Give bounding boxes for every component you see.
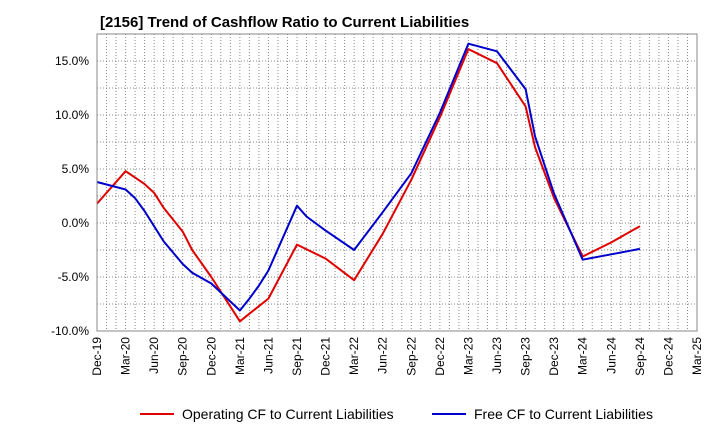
x-tick-label: Dec-19 <box>90 337 104 376</box>
legend-label-1: Operating CF to Current Liabilities <box>182 406 394 422</box>
x-tick-label: Mar-21 <box>233 337 247 375</box>
x-tick-labels: Dec-19 Mar-20 Jun-20 Sep-20 Dec-20 Mar-21 Jun-… <box>90 337 704 376</box>
plot-background <box>97 34 697 331</box>
x-tick-label: Dec-22 <box>433 337 447 376</box>
x-tick-label: Dec-24 <box>661 337 675 376</box>
x-tick-label: Sep-23 <box>519 337 533 376</box>
legend: Operating CF to Current Liabilities Free … <box>140 406 653 422</box>
x-tick-label: Mar-24 <box>576 337 590 375</box>
y-tick-label: -5.0% <box>58 270 90 284</box>
x-tick-label: Jun-20 <box>147 337 161 374</box>
x-tick-label: Mar-22 <box>347 337 361 375</box>
x-tick-label: Jun-24 <box>604 337 618 374</box>
x-tick-label: Jun-23 <box>490 337 504 374</box>
legend-label-2: Free CF to Current Liabilities <box>474 406 653 422</box>
x-tick-label: Sep-22 <box>404 337 418 376</box>
x-tick-label: Mar-23 <box>461 337 475 375</box>
x-tick-label: Sep-20 <box>176 337 190 376</box>
y-tick-label: 10.0% <box>55 108 89 122</box>
series-line-1 <box>96 48 641 323</box>
axes <box>96 33 698 332</box>
x-tick-label: Mar-20 <box>119 337 133 375</box>
grid-lines <box>97 34 697 331</box>
series-line-2 <box>96 42 641 312</box>
x-tick-label: Dec-21 <box>319 337 333 376</box>
y-tick-label: 5.0% <box>62 162 90 176</box>
x-tick-label: Jun-22 <box>376 337 390 374</box>
y-tick-label: 15.0% <box>55 54 89 68</box>
x-tick-label: Dec-20 <box>204 337 218 376</box>
x-tick-label: Jun-21 <box>261 337 275 374</box>
y-tick-label: -10.0% <box>51 324 89 338</box>
series-lines <box>96 42 641 323</box>
x-tick-label: Mar-25 <box>690 337 704 375</box>
x-tick-label: Sep-21 <box>290 337 304 376</box>
plot-area <box>97 34 697 331</box>
y-tick-labels: -10.0% -5.0% 0.0% 5.0% 10.0% 15.0% <box>51 54 89 338</box>
x-tick-label: Dec-23 <box>547 337 561 376</box>
y-tick-label: 0.0% <box>62 216 90 230</box>
plot-frame <box>96 33 698 332</box>
chart-title: [2156] Trend of Cashflow Ratio to Curren… <box>100 14 470 31</box>
x-tick-label: Sep-24 <box>633 337 647 376</box>
